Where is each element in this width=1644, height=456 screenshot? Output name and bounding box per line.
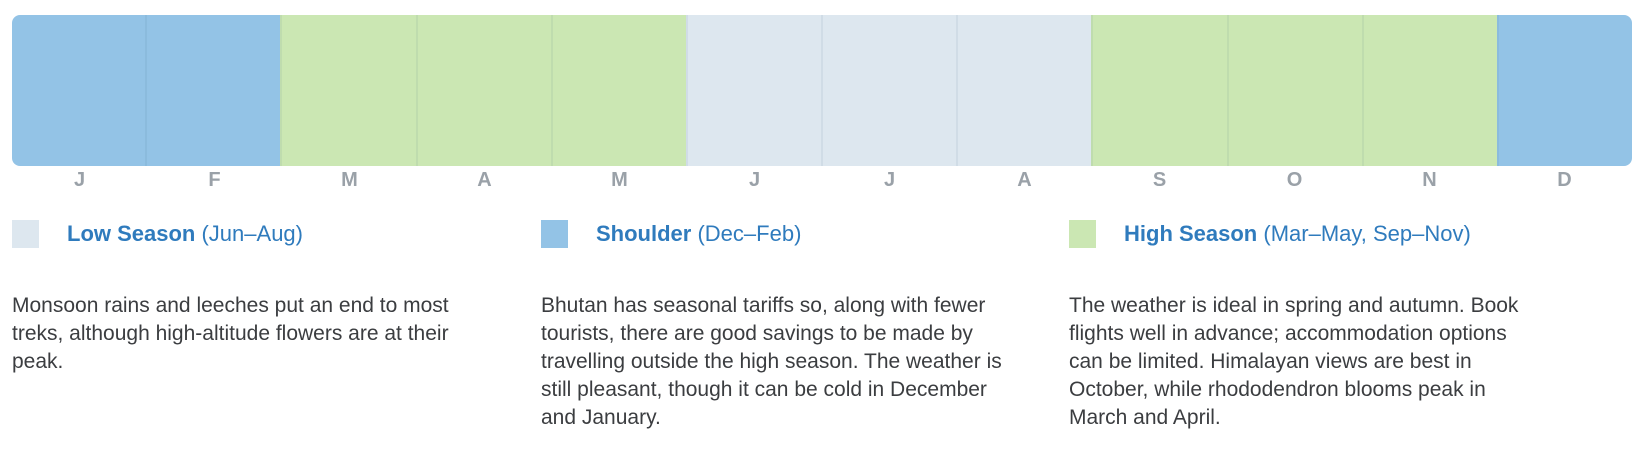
high-season-months: (Mar–May, Sep–Nov) — [1263, 221, 1471, 246]
legend-shoulder-title: Shoulder (Dec–Feb) — [596, 220, 801, 248]
low-season-name: Low Season — [67, 221, 196, 246]
month-label-jul: J — [883, 169, 896, 191]
season-calendar-bar — [12, 15, 1632, 166]
legend-low-title: Low Season (Jun–Aug) — [67, 220, 303, 248]
legend-low-heading: Low Season (Jun–Aug) — [12, 220, 482, 250]
month-cell-dec — [1496, 15, 1632, 166]
shoulder-season-name: Shoulder — [596, 221, 692, 246]
month-label-aug: A — [1017, 169, 1032, 191]
month-cell-feb — [145, 15, 281, 166]
legend-high-title: High Season (Mar–May, Sep–Nov) — [1124, 220, 1471, 248]
month-label-mar: M — [341, 169, 358, 191]
month-cell-mar — [280, 15, 416, 166]
month-cell-nov — [1361, 15, 1497, 166]
month-cell-sep — [1091, 15, 1227, 166]
month-label-dec: D — [1557, 169, 1572, 191]
month-label-feb: F — [208, 169, 221, 191]
shoulder-season-description: Bhutan has seasonal tariffs so, along wi… — [541, 294, 1002, 429]
legend-shoulder-season: Shoulder (Dec–Feb) Bhutan has seasonal t… — [541, 220, 1011, 432]
month-label-jan: J — [73, 169, 86, 191]
month-cell-may — [550, 15, 686, 166]
low-season-months: (Jun–Aug) — [201, 221, 303, 246]
month-cell-jun — [685, 15, 822, 166]
month-cell-apr — [415, 15, 551, 166]
month-label-apr: A — [477, 169, 492, 191]
high-season-swatch — [1069, 220, 1096, 248]
month-label-oct: O — [1286, 169, 1303, 191]
legend-low-season: Low Season (Jun–Aug) Monsoon rains and l… — [12, 220, 482, 376]
month-label-sep: S — [1152, 169, 1167, 191]
legend-high-season: High Season (Mar–May, Sep–Nov) The weath… — [1069, 220, 1539, 432]
shoulder-season-swatch — [541, 220, 568, 248]
legend-high-heading: High Season (Mar–May, Sep–Nov) — [1069, 220, 1539, 250]
month-labels-row: J F M A M J J A S O N D — [12, 168, 1632, 192]
high-season-name: High Season — [1124, 221, 1258, 246]
legend-shoulder-heading: Shoulder (Dec–Feb) — [541, 220, 1011, 250]
low-season-swatch — [12, 220, 39, 248]
month-cell-aug — [956, 15, 1092, 166]
month-cell-oct — [1226, 15, 1362, 166]
month-label-jun: J — [748, 169, 761, 191]
shoulder-season-months: (Dec–Feb) — [697, 221, 802, 246]
low-season-description: Monsoon rains and leeches put an end to … — [12, 294, 449, 373]
high-season-description: The weather is ideal in spring and autum… — [1069, 294, 1519, 429]
month-label-nov: N — [1422, 169, 1437, 191]
month-label-may: M — [611, 169, 628, 191]
month-cell-jan — [12, 15, 146, 166]
month-cell-jul — [821, 15, 957, 166]
